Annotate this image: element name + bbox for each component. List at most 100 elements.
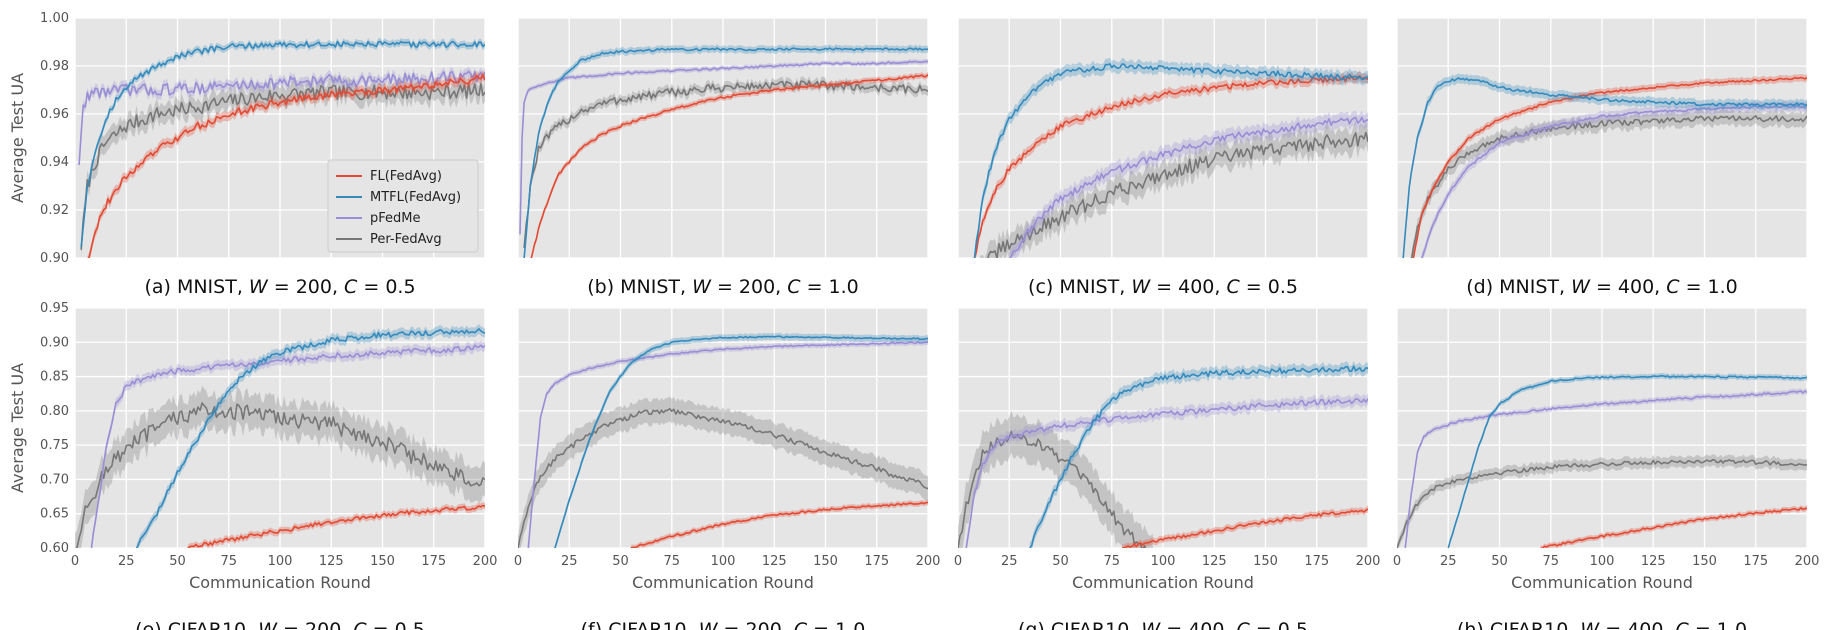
line-fl-fedavg- [187, 504, 485, 548]
line-fl-fedavg- [87, 74, 485, 258]
x-tick-label: 150 [370, 554, 395, 569]
line-fl-fedavg- [1122, 508, 1368, 548]
band-per-fedavg [958, 411, 1153, 548]
x-tick-label: 25 [1440, 554, 1457, 569]
panel-h: 0 25 50 75 100 125 150 175 200 Communication Roun… [1393, 307, 1820, 630]
x-tick-label: 50 [169, 554, 186, 569]
x-tick-label: 175 [421, 554, 446, 569]
x-tick-label: 150 [813, 554, 838, 569]
x-tick-label: 100 [1590, 554, 1615, 569]
panel-c: (c) MNIST, W = 400, C = 0.5 [957, 17, 1369, 298]
x-tick-label: 175 [1304, 554, 1329, 569]
x-tick-label: 100 [711, 554, 736, 569]
panel-a: 0.90 0.92 0.94 0.96 0.98 1.00 Average Test UA (… [8, 11, 486, 298]
line-per-fedavg [1397, 459, 1807, 548]
series-group [78, 38, 485, 258]
band-per-fedavg [979, 120, 1368, 258]
line-per-fedavg [1410, 115, 1807, 258]
y-tick-label: 0.90 [40, 335, 69, 350]
line-pfedme [78, 70, 485, 166]
y-tick-label: 0.70 [40, 472, 69, 487]
x-tick-label: 75 [1542, 554, 1559, 569]
x-tick-label: 175 [864, 554, 889, 569]
y-tick-label: 0.85 [40, 370, 69, 385]
x-tick-label: 100 [1151, 554, 1176, 569]
band-per-fedavg [518, 396, 928, 548]
line-mtfl-fedavg- [80, 40, 485, 248]
band-pfedme [79, 66, 485, 170]
band-fl-fedavg- [87, 70, 485, 258]
panel-b: (b) MNIST, W = 200, C = 1.0 [517, 17, 929, 298]
series-group [518, 332, 928, 548]
band-fl-fedavg- [1540, 505, 1807, 548]
line-per-fedavg [987, 131, 1368, 258]
panel-e: 0.60 0.65 0.70 0.75 0.80 0.85 0.90 0.95 0 25 50 75 1… [8, 301, 497, 630]
y-tick-label: 0.95 [40, 301, 69, 316]
x-tick-label: 125 [1202, 554, 1227, 569]
line-pfedme [1420, 104, 1807, 258]
x-tick-label: 150 [1692, 554, 1717, 569]
x-tick-label: 125 [319, 554, 344, 569]
y-tick-label: 1.00 [40, 11, 69, 26]
x-tick-label: 200 [1795, 554, 1820, 569]
x-tick-label: 100 [268, 554, 293, 569]
line-per-fedavg [80, 82, 485, 250]
band-pfedme [1421, 100, 1807, 258]
line-pfedme [965, 398, 1368, 548]
band-pfedme [966, 393, 1368, 548]
legend-label: FL(FedAvg) [370, 169, 442, 184]
panel-caption: (c) MNIST, W = 400, C = 0.5 [1028, 276, 1298, 298]
x-tick-label: 0 [514, 554, 522, 569]
line-per-fedavg [518, 407, 928, 548]
line-fl-fedavg- [1540, 507, 1807, 548]
panel-d: (d) MNIST, W = 400, C = 1.0 [1396, 17, 1808, 298]
line-fl-fedavg- [630, 501, 928, 548]
x-axis-label: Communication Round [1511, 573, 1693, 592]
panel-caption: (h) CIFAR10, W = 400, C = 1.0 [1457, 619, 1747, 630]
line-mtfl-fedavg- [554, 335, 928, 548]
x-tick-label: 25 [561, 554, 578, 569]
y-tick-label: 0.90 [40, 251, 69, 266]
x-tick-label: 200 [1356, 554, 1381, 569]
line-mtfl-fedavg- [135, 328, 485, 548]
x-tick-label: 75 [220, 554, 237, 569]
y-tick-label: 0.80 [40, 404, 69, 419]
band-per-fedavg [1410, 108, 1807, 258]
x-tick-label: 0 [71, 554, 79, 569]
panel-caption: (b) MNIST, W = 200, C = 1.0 [587, 276, 859, 298]
series-group [1397, 373, 1807, 548]
band-pfedme [1009, 110, 1368, 258]
line-per-fedavg [75, 402, 485, 548]
panel-caption: (g) CIFAR10, W = 400, C = 0.5 [1018, 619, 1308, 630]
series-group [75, 324, 485, 548]
x-tick-label: 50 [1491, 554, 1508, 569]
x-tick-label: 25 [1001, 554, 1018, 569]
x-tick-label: 75 [663, 554, 680, 569]
line-pfedme [90, 344, 485, 548]
legend-box [327, 159, 479, 253]
series-group [958, 360, 1368, 548]
y-tick-label: 0.92 [40, 203, 69, 218]
band-fl-fedavg- [974, 71, 1368, 258]
line-mtfl-fedavg- [1029, 365, 1368, 548]
x-tick-label: 75 [1103, 554, 1120, 569]
line-fl-fedavg- [530, 74, 928, 258]
x-tick-label: 200 [473, 554, 498, 569]
series-group [973, 57, 1368, 258]
line-fl-fedavg- [973, 75, 1368, 258]
legend-label: MTFL(FedAvg) [370, 190, 461, 205]
line-mtfl-fedavg- [973, 63, 1368, 258]
line-per-fedavg [523, 80, 928, 248]
x-tick-label: 0 [954, 554, 962, 569]
band-per-fedavg [75, 385, 485, 548]
x-tick-label: 50 [612, 554, 629, 569]
series-group [1402, 73, 1807, 258]
x-axis-label: Communication Round [1072, 573, 1254, 592]
line-pfedme [519, 60, 928, 235]
x-tick-label: 50 [1052, 554, 1069, 569]
legend-label: Per-FedAvg [370, 232, 442, 247]
line-pfedme [1009, 116, 1368, 258]
x-tick-label: 0 [1393, 554, 1401, 569]
line-mtfl-fedavg- [1402, 77, 1807, 258]
